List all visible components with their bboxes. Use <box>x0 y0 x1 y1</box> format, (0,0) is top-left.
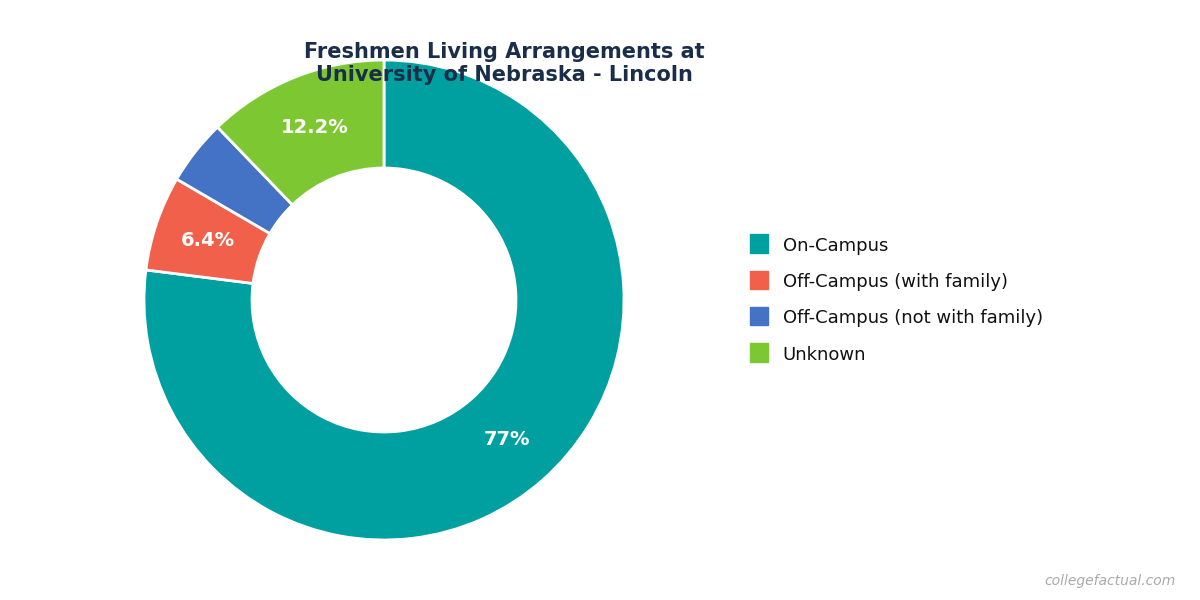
Legend: On-Campus, Off-Campus (with family), Off-Campus (not with family), Unknown: On-Campus, Off-Campus (with family), Off… <box>742 227 1051 373</box>
Wedge shape <box>144 60 624 540</box>
Text: 6.4%: 6.4% <box>181 231 235 250</box>
Text: 77%: 77% <box>484 430 530 449</box>
Text: Freshmen Living Arrangements at
University of Nebraska - Lincoln: Freshmen Living Arrangements at Universi… <box>304 42 704 85</box>
Wedge shape <box>217 60 384 205</box>
Wedge shape <box>176 127 293 233</box>
Text: collegefactual.com: collegefactual.com <box>1045 574 1176 588</box>
Wedge shape <box>146 179 270 283</box>
Text: 12.2%: 12.2% <box>281 118 348 137</box>
